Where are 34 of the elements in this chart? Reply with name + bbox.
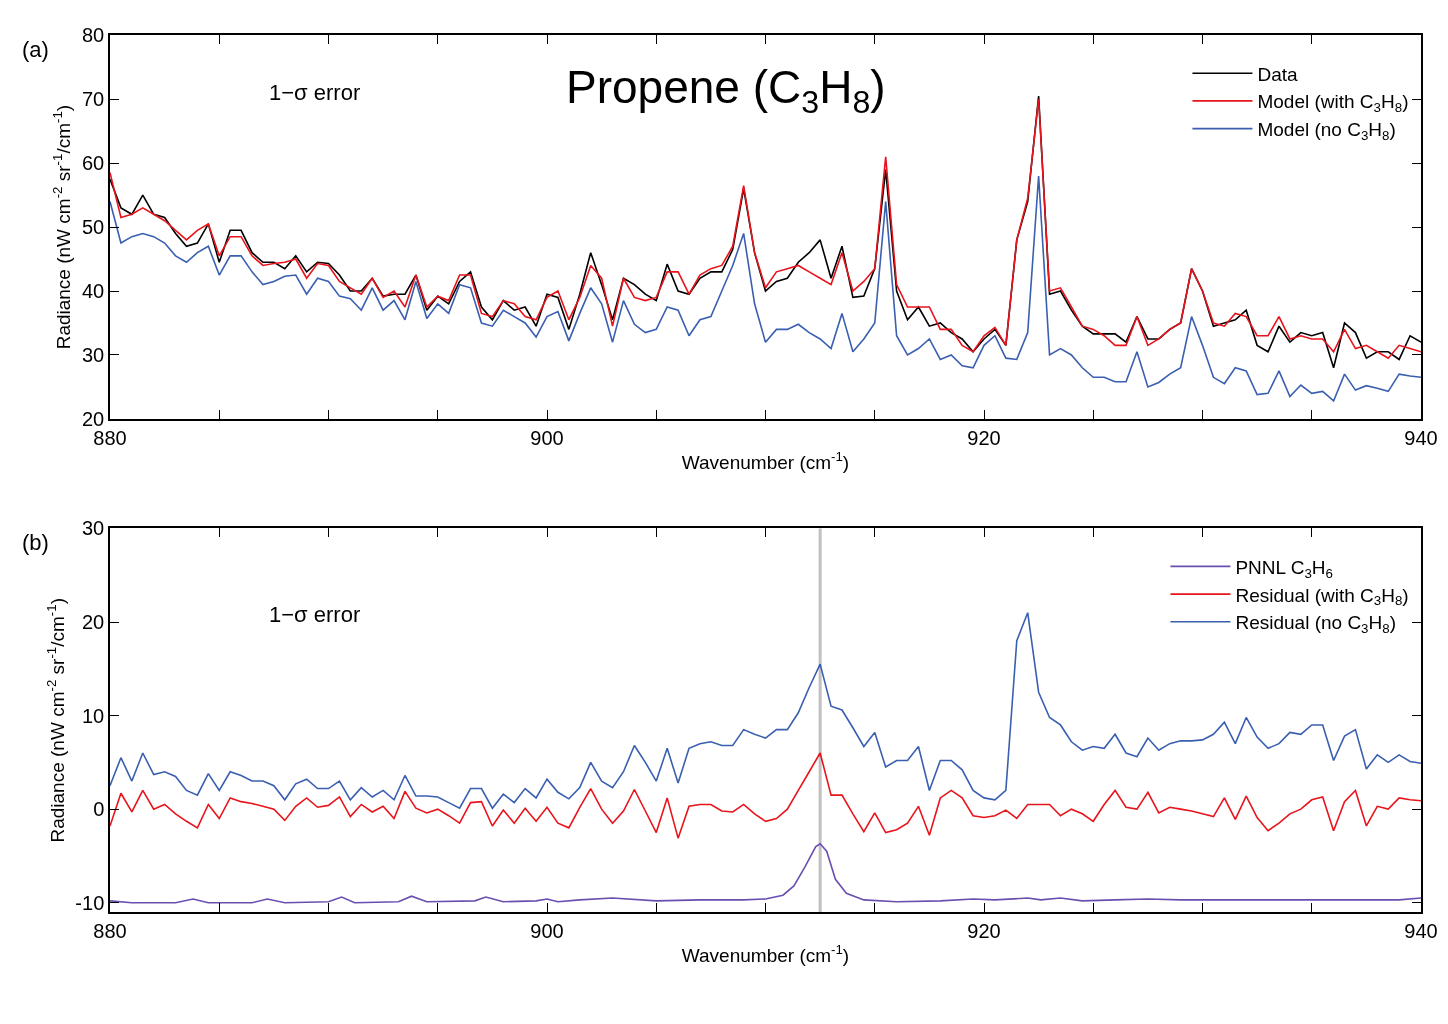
y-tick-label: 50: [82, 216, 105, 239]
y-tick-label: -10: [75, 891, 105, 914]
y-tick-label: 20: [82, 611, 105, 634]
legend-label: Residual (with C$_{3}$H$_{8}$): [1235, 584, 1409, 609]
y-tick-label: 70: [82, 88, 105, 111]
x-tick-label: 920: [967, 919, 1001, 942]
x-axis-title: Wavenumber (cm$^{-1}$): [681, 448, 850, 473]
x-tick-label: 940: [1404, 426, 1438, 449]
legend-label: Model (no C$_{3}$H$_{8}$): [1257, 119, 1396, 144]
y-tick-label: 0: [93, 798, 105, 821]
x-tick-label: 900: [530, 426, 564, 449]
legend-label: Model (with C$_{3}$H$_{8}$): [1257, 91, 1409, 116]
text: (a): [22, 37, 49, 62]
text: Propene (C$_{3}$H$_{8}$): [566, 61, 886, 120]
y-tick-label: 30: [82, 517, 105, 540]
x-axis-title: Wavenumber (cm$^{-1}$): [681, 942, 850, 967]
line-series: [110, 842, 1421, 904]
x-tick-label: 880: [93, 919, 127, 942]
text: (b): [22, 530, 49, 555]
annotation: 1−σ error: [269, 80, 361, 105]
legend-label: Data: [1257, 63, 1299, 85]
y-tick-label: 60: [82, 152, 105, 175]
y-tick-label: 40: [82, 280, 105, 303]
line-series: [110, 752, 1421, 839]
annotation: 1−σ error: [269, 602, 361, 627]
y-tick-label: 10: [82, 704, 105, 727]
y-tick-label: 80: [82, 24, 105, 47]
line-series: [110, 175, 1421, 402]
y-tick-label: 30: [82, 343, 105, 366]
x-tick-label: 920: [967, 426, 1001, 449]
legend-label: PNNL C$_{3}$H$_{6}$: [1235, 556, 1333, 581]
x-tick-label: 900: [530, 919, 564, 942]
x-tick-label: 940: [1404, 919, 1438, 942]
legend-label: Residual (no C$_{3}$H$_{8}$): [1235, 612, 1396, 637]
